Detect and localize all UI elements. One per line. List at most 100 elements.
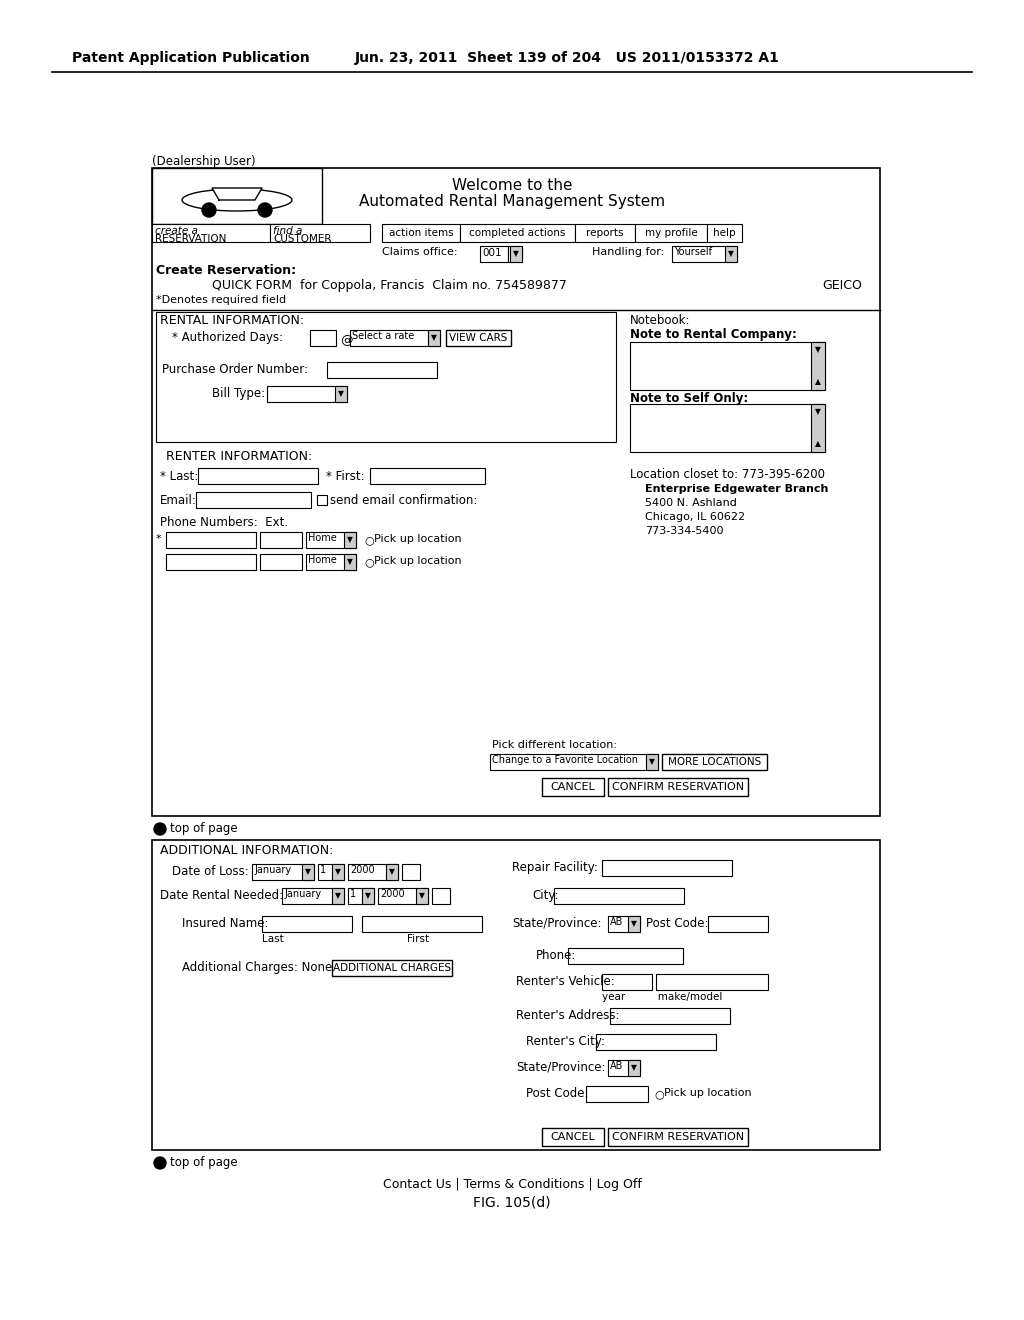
Bar — [335, 385, 347, 403]
Text: *Denotes required field: *Denotes required field — [156, 294, 286, 305]
Bar — [608, 777, 748, 796]
Text: ○: ○ — [654, 1089, 664, 1100]
Text: Bill Type:: Bill Type: — [212, 387, 265, 400]
Text: Claims office:: Claims office: — [382, 247, 458, 257]
Bar — [382, 224, 460, 242]
Text: Pick up location: Pick up location — [374, 556, 462, 566]
Text: ▲: ▲ — [815, 378, 821, 387]
Bar — [446, 330, 511, 346]
Text: ▲: ▲ — [815, 440, 821, 449]
Bar — [166, 554, 256, 570]
Text: Note to Rental Company:: Note to Rental Company: — [630, 327, 797, 341]
Bar — [575, 224, 635, 242]
Text: Automated Rental Management System: Automated Rental Management System — [359, 194, 665, 209]
Text: @: @ — [340, 334, 352, 347]
Bar — [332, 960, 452, 975]
Bar — [152, 168, 322, 224]
Bar — [262, 916, 352, 932]
Text: help: help — [713, 228, 736, 238]
Text: 773-334-5400: 773-334-5400 — [645, 525, 724, 536]
Text: ▼: ▼ — [649, 758, 655, 767]
Text: ▼: ▼ — [305, 867, 311, 876]
Bar — [628, 916, 640, 932]
Bar — [510, 246, 522, 261]
Text: State/Province:: State/Province: — [516, 1061, 605, 1074]
Text: reports: reports — [587, 228, 624, 238]
Bar — [260, 532, 302, 548]
Text: Enterprise Edgewater Branch: Enterprise Edgewater Branch — [645, 484, 828, 494]
Text: 1: 1 — [319, 865, 326, 875]
Bar — [672, 246, 737, 261]
Bar — [350, 330, 440, 346]
Bar — [608, 916, 640, 932]
Text: ▼: ▼ — [338, 389, 344, 399]
Bar — [708, 916, 768, 932]
Bar — [260, 554, 302, 570]
Text: First: First — [407, 935, 429, 944]
Bar — [416, 888, 428, 904]
Bar — [344, 554, 356, 570]
Bar — [628, 1060, 640, 1076]
Text: City:: City: — [532, 888, 558, 902]
Text: Jun. 23, 2011  Sheet 139 of 204   US 2011/0153372 A1: Jun. 23, 2011 Sheet 139 of 204 US 2011/0… — [355, 51, 780, 65]
Bar — [362, 888, 374, 904]
Text: Patent Application Publication: Patent Application Publication — [72, 51, 309, 65]
Bar — [370, 469, 485, 484]
Bar — [460, 224, 575, 242]
Bar — [630, 342, 825, 389]
Text: create a: create a — [155, 226, 198, 236]
Text: * Last:: * Last: — [160, 470, 199, 483]
Text: January: January — [254, 865, 291, 875]
Text: ○: ○ — [364, 557, 374, 568]
Text: Yourself: Yourself — [674, 247, 712, 257]
Text: CONFIRM RESERVATION: CONFIRM RESERVATION — [612, 781, 744, 792]
Circle shape — [202, 203, 216, 216]
Text: Location closet to: 773-395-6200: Location closet to: 773-395-6200 — [630, 469, 825, 480]
Text: Renter's City:: Renter's City: — [526, 1035, 605, 1048]
Ellipse shape — [182, 189, 292, 211]
Bar — [166, 532, 256, 548]
Bar — [196, 492, 311, 508]
Text: Home: Home — [308, 533, 337, 543]
Bar — [586, 1086, 648, 1102]
Bar — [378, 888, 428, 904]
Text: ▼: ▼ — [366, 891, 371, 900]
Bar — [811, 404, 825, 451]
Text: Create Reservation:: Create Reservation: — [156, 264, 296, 277]
Text: CONFIRM RESERVATION: CONFIRM RESERVATION — [612, 1133, 744, 1142]
Text: Date Rental Needed:: Date Rental Needed: — [160, 888, 283, 902]
Text: Renter's Address:: Renter's Address: — [516, 1008, 620, 1022]
Text: Chicago, IL 60622: Chicago, IL 60622 — [645, 512, 745, 521]
Bar — [811, 342, 825, 389]
Text: ▼: ▼ — [389, 867, 395, 876]
Text: Handling for:: Handling for: — [592, 247, 665, 257]
Text: send email confirmation:: send email confirmation: — [330, 494, 477, 507]
Bar — [302, 865, 314, 880]
Text: Renter's Vehicle:: Renter's Vehicle: — [516, 975, 614, 987]
Bar — [602, 974, 652, 990]
Text: Additional Charges: None: Additional Charges: None — [182, 961, 332, 974]
Text: ▼: ▼ — [335, 891, 341, 900]
Circle shape — [154, 1158, 166, 1170]
Bar — [348, 888, 374, 904]
Text: MORE LOCATIONS: MORE LOCATIONS — [668, 756, 761, 767]
Bar — [554, 888, 684, 904]
Bar — [344, 532, 356, 548]
Text: ▼: ▼ — [728, 249, 734, 259]
Text: ADDITIONAL INFORMATION:: ADDITIONAL INFORMATION: — [160, 843, 334, 857]
Bar — [542, 1129, 604, 1146]
Text: top of page: top of page — [170, 1156, 238, 1170]
Text: Post Code:: Post Code: — [526, 1086, 589, 1100]
Bar — [318, 865, 344, 880]
Text: GEICO: GEICO — [822, 279, 862, 292]
Bar — [270, 224, 370, 242]
Text: 2000: 2000 — [350, 865, 375, 875]
Bar — [432, 888, 450, 904]
Bar — [608, 1129, 748, 1146]
Bar — [267, 385, 347, 403]
Text: year          make/model: year make/model — [602, 993, 722, 1002]
Bar — [156, 312, 616, 442]
Text: ▼: ▼ — [431, 334, 437, 342]
Circle shape — [154, 822, 166, 836]
Text: ▼: ▼ — [347, 557, 353, 566]
